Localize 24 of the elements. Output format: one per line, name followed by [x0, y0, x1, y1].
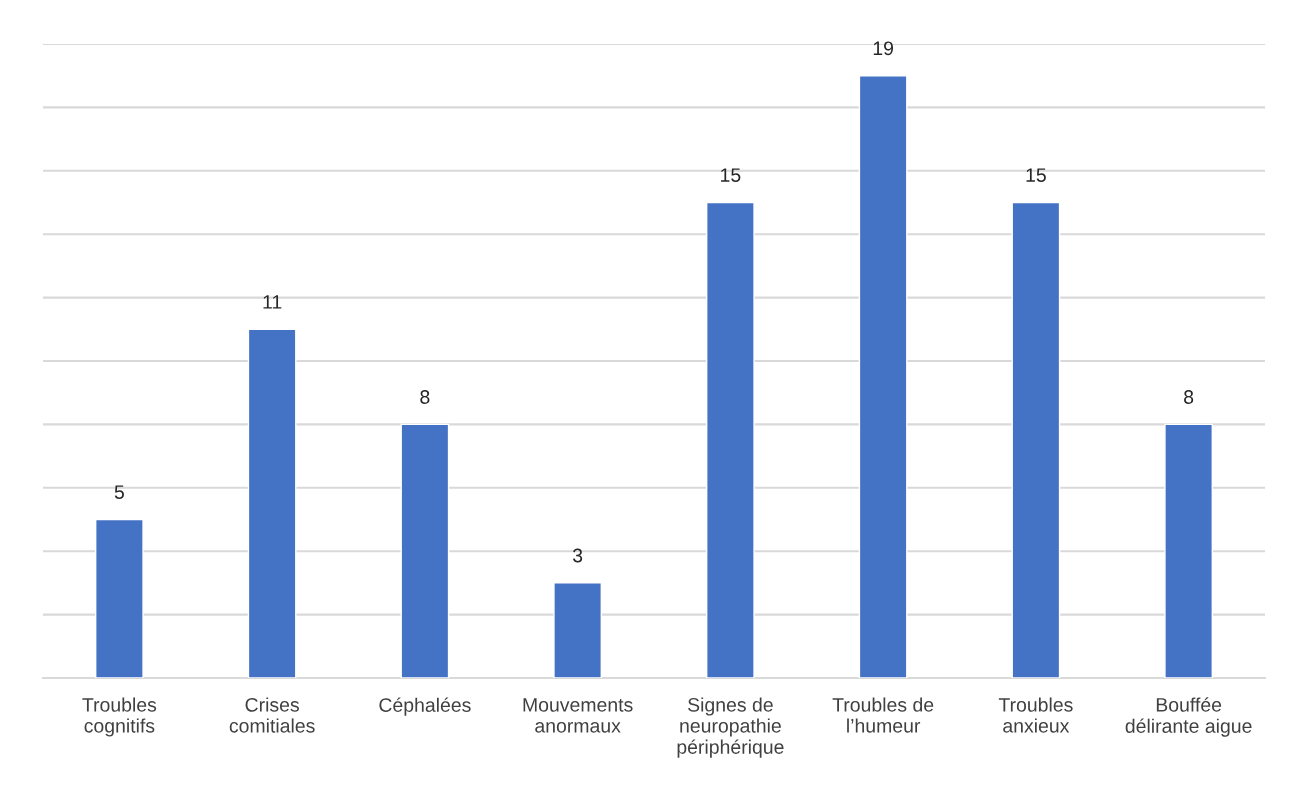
data-label: 15 [1026, 168, 1046, 182]
x-tick-label: Céphalées [379, 697, 471, 716]
x-tick-label: Signes de neuropathie périphérique [677, 697, 784, 758]
bar [95, 518, 144, 678]
bar [706, 201, 755, 678]
bar [553, 582, 602, 678]
data-label: 8 [420, 390, 430, 404]
x-tick-label: Bouffée délirante aigue [1125, 697, 1252, 737]
data-label: 8 [1184, 390, 1194, 404]
bar [247, 328, 297, 678]
x-tick-label: Crises comitiales [229, 697, 315, 733]
bar [1164, 423, 1213, 678]
bar [858, 75, 908, 678]
x-tick-label: Troubles de l’humeur [832, 697, 934, 733]
bar [400, 423, 450, 678]
data-label: 5 [114, 485, 124, 499]
bar [1011, 201, 1061, 678]
data-label: 19 [873, 41, 894, 56]
x-tick-label: Troubles cognitifs [82, 697, 157, 737]
data-label: 11 [263, 295, 282, 309]
x-tick-label: Mouvements anormaux [523, 698, 633, 733]
data-label: 15 [721, 168, 741, 182]
data-label: 3 [572, 548, 583, 563]
x-tick-label: Troubles anxieux [998, 697, 1073, 733]
